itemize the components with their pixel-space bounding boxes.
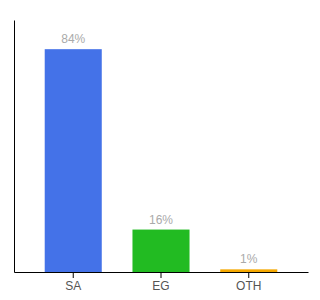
x-tick-mark xyxy=(161,272,162,278)
bars xyxy=(45,49,278,272)
data-label: 1% xyxy=(240,252,258,266)
x-tick-mark xyxy=(248,272,249,278)
y-axis xyxy=(14,21,15,273)
chart: SA EG OTH 84% 16% 1% xyxy=(0,0,320,300)
data-labels: 84% 16% 1% xyxy=(61,32,258,266)
bar xyxy=(45,49,102,272)
x-tick: SA xyxy=(65,272,81,293)
bar xyxy=(220,269,277,272)
plot: SA EG OTH 84% 16% 1% xyxy=(15,21,309,293)
x-tick: EG xyxy=(152,272,169,293)
x-tick: OTH xyxy=(236,272,261,293)
data-label: 84% xyxy=(61,32,85,46)
x-tick-mark xyxy=(73,272,74,278)
x-tick-label: SA xyxy=(65,279,81,293)
bar xyxy=(132,230,189,272)
y-axis-line xyxy=(14,21,15,273)
data-label: 16% xyxy=(149,213,173,227)
x-tick-label: EG xyxy=(152,279,169,293)
x-axis: SA EG OTH xyxy=(15,272,309,293)
x-tick-label: OTH xyxy=(236,279,261,293)
